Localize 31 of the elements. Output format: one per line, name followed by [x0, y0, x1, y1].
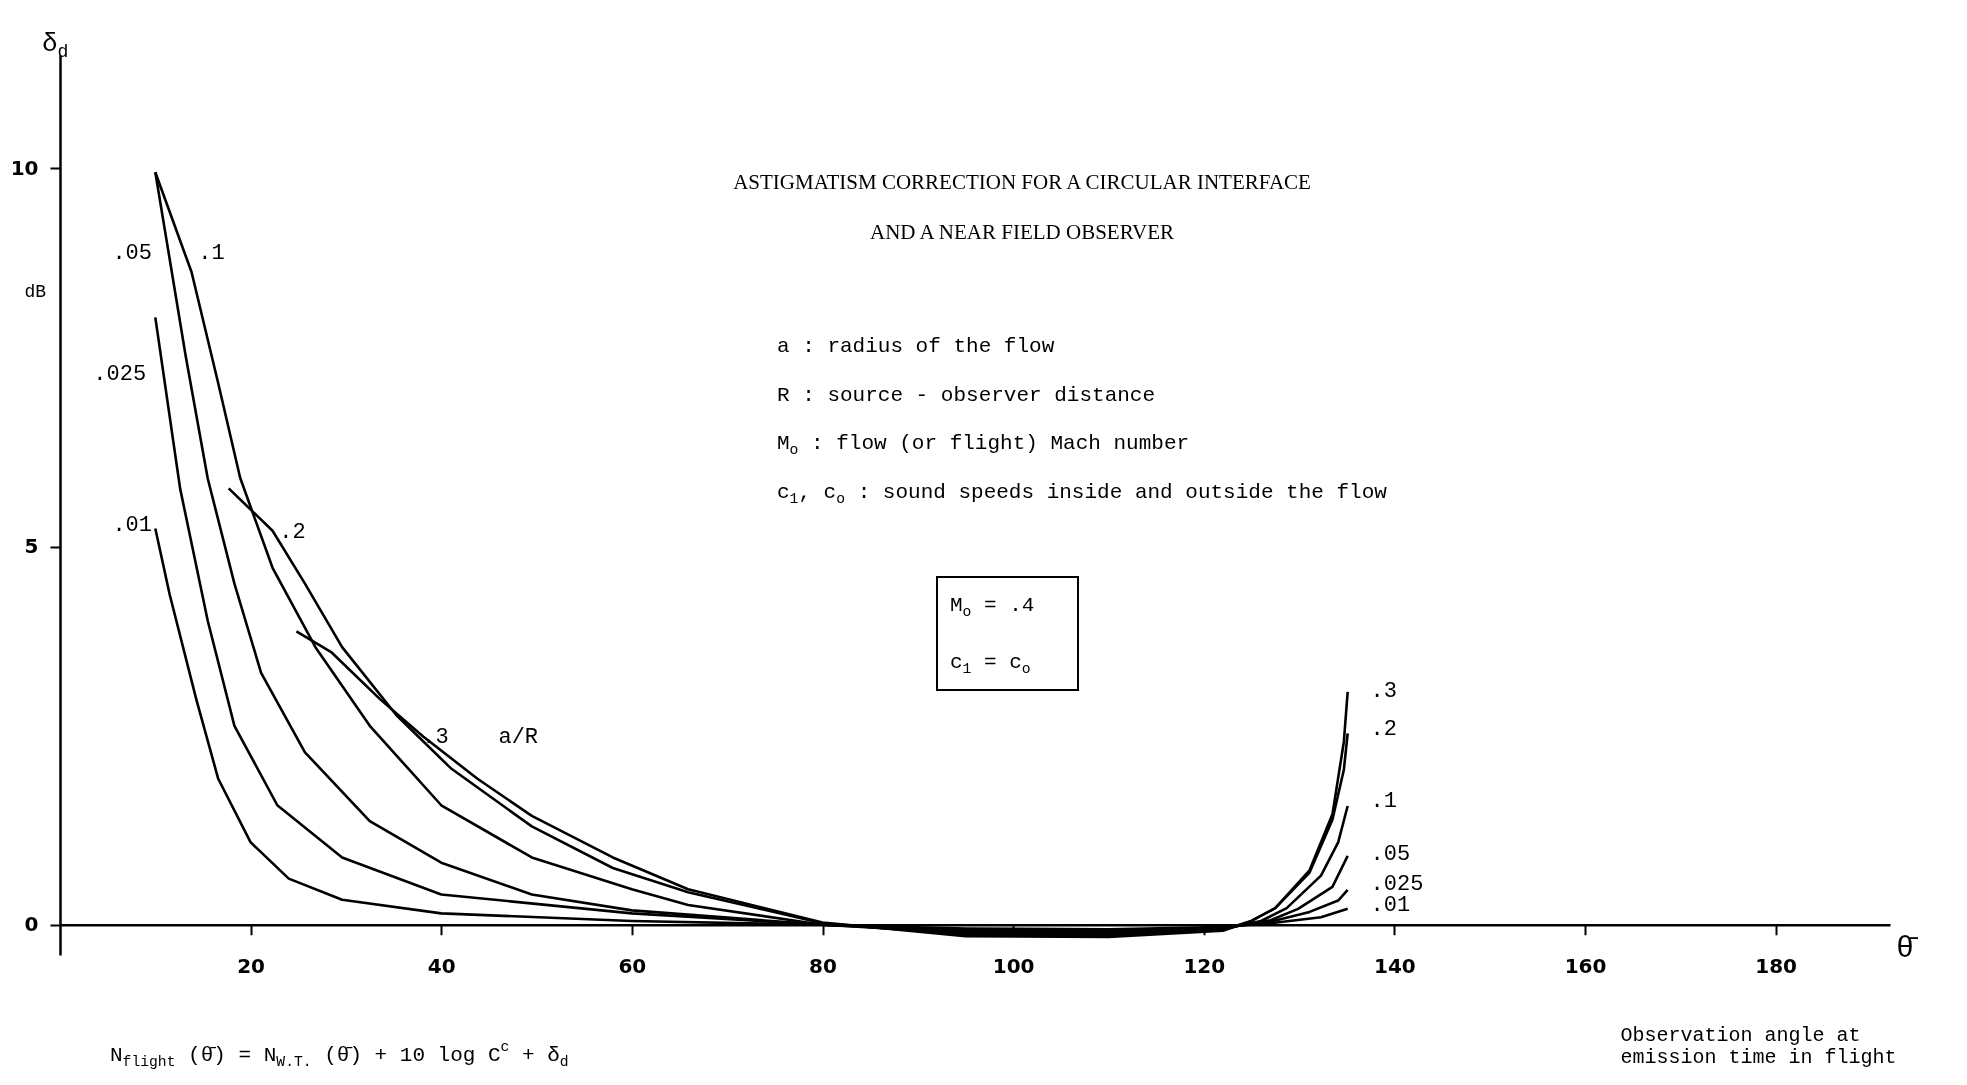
text: dB — [24, 282, 47, 302]
x-tick-label: 20 — [237, 954, 266, 979]
x-tick-label: 100 — [992, 954, 1035, 979]
annotation: a/R — [498, 724, 539, 750]
annotation: .01 — [112, 512, 153, 538]
y-tick-label: 0 — [24, 912, 39, 937]
y-tick-label: 10 — [10, 155, 39, 180]
text: θ̄ — [1896, 932, 1919, 966]
x-tick-label: 160 — [1564, 954, 1607, 979]
x-tick-label: 40 — [427, 954, 456, 979]
x-tick-label: 80 — [809, 954, 837, 979]
annotation: .01 — [1370, 893, 1411, 919]
annotation: a : radius of the flow — [777, 335, 1055, 358]
text: ASTIGMATISM CORRECTION FOR A CIRCULAR INTERFACE — [733, 170, 1311, 194]
x-tick-label: 120 — [1183, 954, 1226, 979]
annotation: .1 — [198, 240, 225, 266]
x-tick-label: 180 — [1755, 954, 1797, 979]
annotation: R : source - observer distance — [777, 384, 1156, 407]
x-axis-title: Observation angle at emission time in flight — [1620, 1024, 1897, 1070]
annotation: .05 — [112, 240, 153, 266]
x-tick-label: 60 — [618, 954, 647, 979]
y-tick-label: 5 — [24, 534, 39, 559]
annotation: .3 — [422, 724, 449, 750]
annotation: .025 — [93, 361, 147, 387]
annotation: .05 — [1370, 841, 1411, 867]
annotation: .3 — [1370, 679, 1397, 705]
annotation: .1 — [1370, 788, 1397, 814]
text: AND A NEAR FIELD OBSERVER — [869, 220, 1175, 244]
annotation: .2 — [1370, 717, 1397, 743]
x-tick-label: 140 — [1374, 954, 1416, 979]
annotation: .2 — [279, 520, 306, 546]
